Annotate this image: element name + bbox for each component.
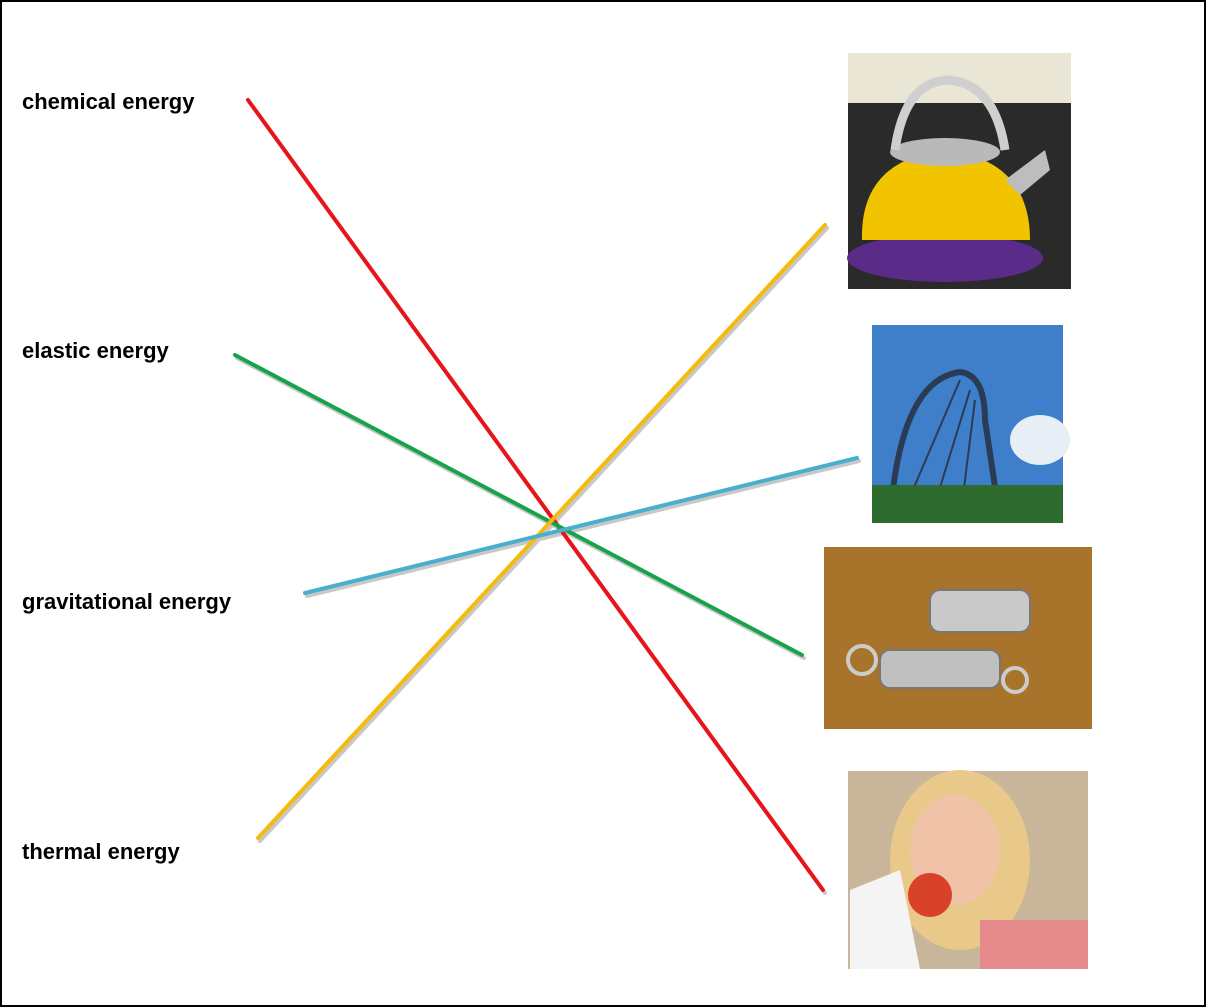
worksheet: chemical energy elastic energy gravitati… <box>0 0 1207 1008</box>
label: chemical energy <box>22 89 195 114</box>
label: elastic energy <box>22 338 170 363</box>
girl-image <box>848 770 1088 969</box>
page: chemical energy elastic energy gravitati… <box>0 0 1207 1008</box>
kettle-image <box>847 53 1071 289</box>
label: gravitational energy <box>22 589 232 614</box>
label: thermal energy <box>22 839 180 864</box>
springs-image <box>824 547 1092 729</box>
coaster-image <box>872 325 1070 523</box>
